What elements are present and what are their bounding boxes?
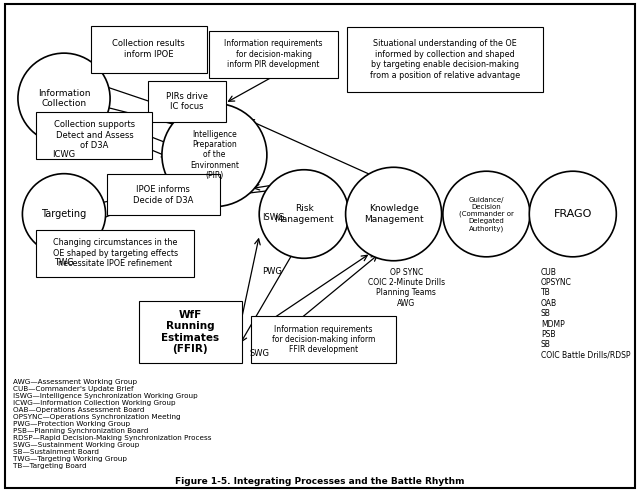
- FancyBboxPatch shape: [107, 174, 220, 215]
- Ellipse shape: [259, 170, 349, 258]
- Text: Figure 1-5. Integrating Processes and the Battle Rhythm: Figure 1-5. Integrating Processes and th…: [175, 477, 465, 486]
- Text: Guidance/
Decision
(Commander or
Delegated
Authority): Guidance/ Decision (Commander or Delegat…: [459, 196, 514, 232]
- Ellipse shape: [346, 167, 442, 261]
- Text: IPOE informs
Decide of D3A: IPOE informs Decide of D3A: [133, 185, 193, 205]
- FancyBboxPatch shape: [251, 316, 396, 363]
- Text: WfF
Running
Estimates
(FFIR): WfF Running Estimates (FFIR): [161, 309, 220, 355]
- FancyBboxPatch shape: [5, 4, 635, 488]
- Text: PIRs drive
IC focus: PIRs drive IC focus: [166, 92, 208, 111]
- Text: OP SYNC
COIC 2-Minute Drills
Planning Teams
AWG: OP SYNC COIC 2-Minute Drills Planning Te…: [368, 268, 445, 308]
- Text: PWG: PWG: [262, 267, 282, 276]
- Text: SWG: SWG: [250, 349, 269, 358]
- Ellipse shape: [162, 103, 267, 207]
- Text: Changing circumstances in the
OE shaped by targeting effects
necessitate IPOE re: Changing circumstances in the OE shaped …: [52, 239, 178, 268]
- FancyBboxPatch shape: [91, 26, 207, 73]
- Text: Situational understanding of the OE
informed by collection and shaped
by targeti: Situational understanding of the OE info…: [370, 39, 520, 80]
- Text: Intelligence
Preparation
of the
Environment
(PIR): Intelligence Preparation of the Environm…: [190, 130, 239, 180]
- Ellipse shape: [22, 174, 106, 254]
- Text: Targeting: Targeting: [42, 209, 86, 219]
- FancyBboxPatch shape: [209, 31, 338, 78]
- Text: Collection supports
Detect and Assess
of D3A: Collection supports Detect and Assess of…: [54, 121, 135, 150]
- Text: FRAGO: FRAGO: [554, 209, 592, 219]
- FancyBboxPatch shape: [36, 230, 194, 277]
- Text: ISWG: ISWG: [262, 213, 285, 221]
- Text: Information
Collection: Information Collection: [38, 89, 90, 108]
- Ellipse shape: [529, 171, 616, 257]
- Text: CUB
OPSYNC
TB
OAB
SB
MDMP
PSB
SB
COIC Battle Drills/RDSP: CUB OPSYNC TB OAB SB MDMP PSB SB COIC Ba…: [541, 268, 630, 360]
- Text: Risk
Management: Risk Management: [274, 204, 334, 224]
- FancyBboxPatch shape: [347, 27, 543, 92]
- Ellipse shape: [18, 53, 110, 144]
- FancyBboxPatch shape: [36, 112, 152, 159]
- Text: Knowledge
Management: Knowledge Management: [364, 204, 424, 224]
- Text: Information requirements
for decision-making inform
FFIR development: Information requirements for decision-ma…: [271, 325, 375, 354]
- Text: ICWG: ICWG: [52, 150, 76, 159]
- FancyBboxPatch shape: [148, 81, 226, 122]
- Text: Information requirements
for decision-making
inform PIR development: Information requirements for decision-ma…: [225, 39, 323, 69]
- Text: Collection results
inform IPOE: Collection results inform IPOE: [113, 39, 185, 59]
- FancyBboxPatch shape: [139, 301, 242, 363]
- Text: AWG—Assessment Working Group
CUB—Commander's Update Brief
ISWG—Intelligence Sync: AWG—Assessment Working Group CUB—Command…: [13, 379, 211, 469]
- Ellipse shape: [443, 171, 530, 257]
- Text: TWG: TWG: [54, 258, 74, 267]
